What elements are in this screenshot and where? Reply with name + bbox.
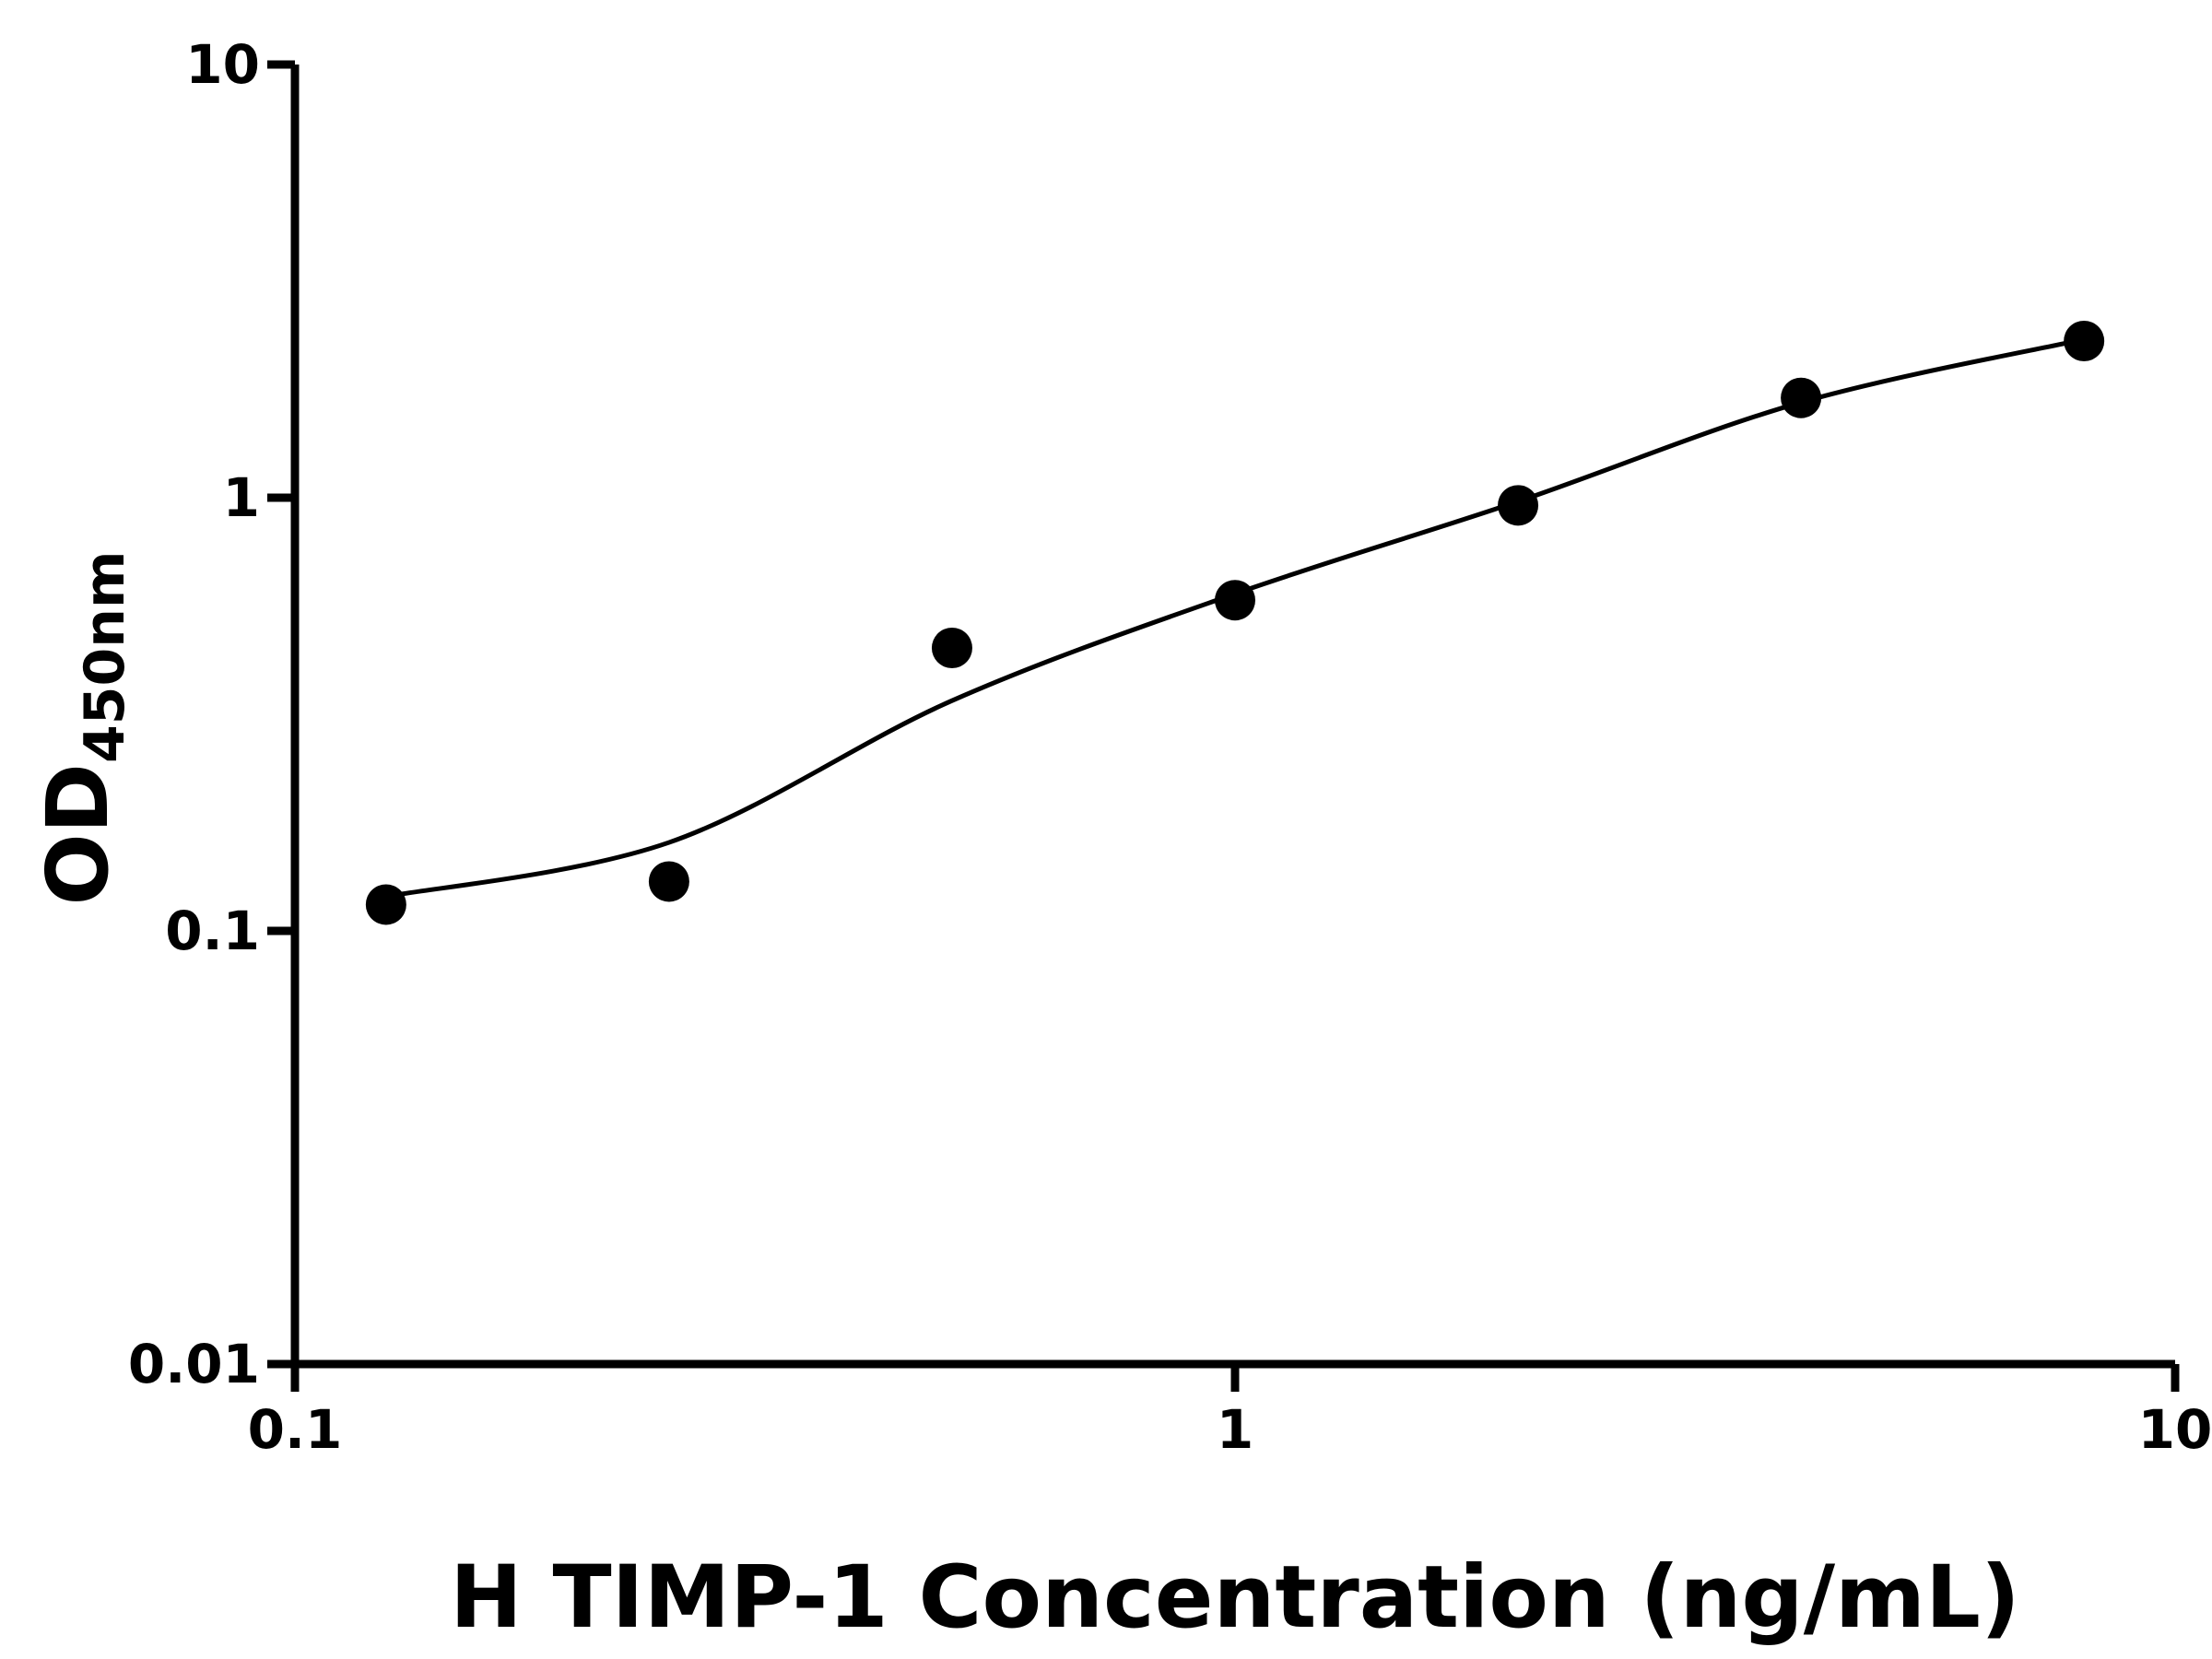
data-point bbox=[1498, 485, 1539, 526]
x-axis bbox=[290, 1359, 2180, 1392]
data-point bbox=[1215, 580, 1255, 621]
data-point bbox=[365, 884, 406, 925]
y-axis-label-main: OD bbox=[29, 762, 127, 906]
y-axis bbox=[267, 60, 300, 1369]
data-points bbox=[365, 320, 2105, 925]
y-tick-label: 10 bbox=[185, 33, 260, 96]
x-tick-label: 10 bbox=[2137, 1398, 2212, 1461]
x-axis-title: H TIMP-1 Concentration (ng/mL) bbox=[450, 1547, 2020, 1648]
y-tick-label: 1 bbox=[222, 466, 260, 529]
y-axis-label: OD450nm bbox=[29, 550, 137, 905]
x-tick-label: 0.1 bbox=[247, 1398, 343, 1461]
data-point bbox=[648, 861, 689, 902]
data-point bbox=[931, 627, 972, 668]
data-point bbox=[1781, 377, 1822, 418]
y-axis-label-subscript: 450nm bbox=[73, 550, 137, 763]
data-point bbox=[2064, 320, 2105, 361]
y-tick-label: 0.01 bbox=[127, 1333, 260, 1395]
y-tick-label: 0.1 bbox=[165, 900, 260, 962]
x-tick-label: 1 bbox=[1216, 1398, 1254, 1461]
